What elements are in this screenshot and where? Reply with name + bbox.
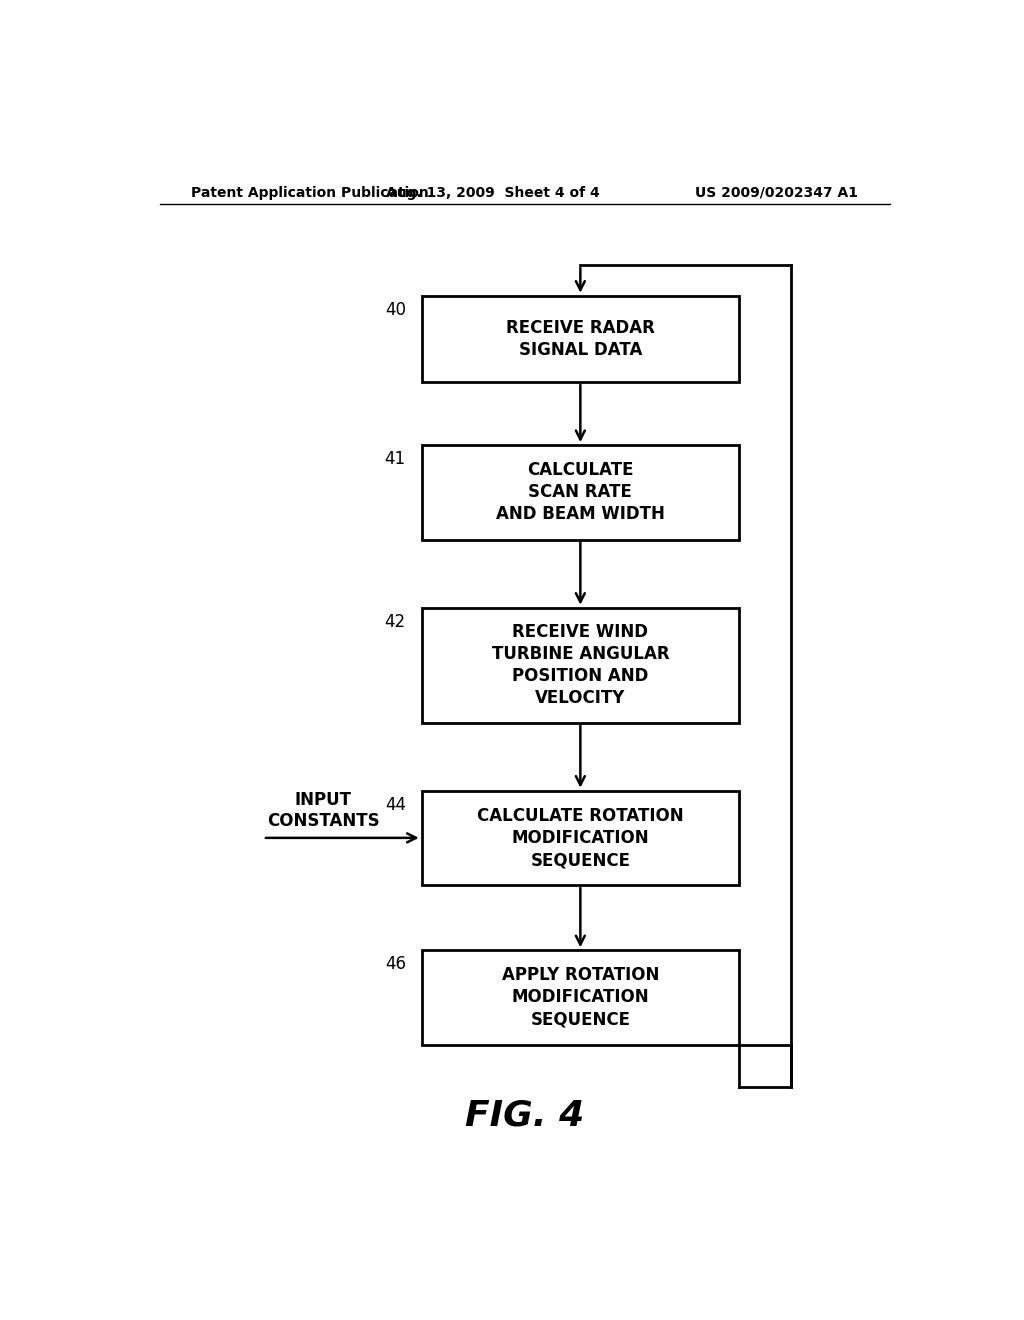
Text: CALCULATE
SCAN RATE
AND BEAM WIDTH: CALCULATE SCAN RATE AND BEAM WIDTH: [496, 461, 665, 524]
Text: 44: 44: [385, 796, 406, 813]
FancyBboxPatch shape: [422, 296, 739, 381]
Text: RECEIVE WIND
TURBINE ANGULAR
POSITION AND
VELOCITY: RECEIVE WIND TURBINE ANGULAR POSITION AN…: [492, 623, 669, 708]
Text: 42: 42: [385, 612, 406, 631]
Text: FIG. 4: FIG. 4: [465, 1098, 585, 1133]
FancyBboxPatch shape: [422, 950, 739, 1044]
Text: 40: 40: [385, 301, 406, 318]
Text: Patent Application Publication: Patent Application Publication: [191, 186, 429, 199]
FancyBboxPatch shape: [422, 445, 739, 540]
FancyBboxPatch shape: [422, 607, 739, 722]
Text: CALCULATE ROTATION
MODIFICATION
SEQUENCE: CALCULATE ROTATION MODIFICATION SEQUENCE: [477, 807, 684, 869]
Text: INPUT
CONSTANTS: INPUT CONSTANTS: [267, 791, 380, 830]
Text: 41: 41: [385, 450, 406, 469]
Text: US 2009/0202347 A1: US 2009/0202347 A1: [695, 186, 858, 199]
Text: Aug. 13, 2009  Sheet 4 of 4: Aug. 13, 2009 Sheet 4 of 4: [386, 186, 600, 199]
Text: RECEIVE RADAR
SIGNAL DATA: RECEIVE RADAR SIGNAL DATA: [506, 318, 654, 359]
Text: 46: 46: [385, 956, 406, 973]
Text: APPLY ROTATION
MODIFICATION
SEQUENCE: APPLY ROTATION MODIFICATION SEQUENCE: [502, 966, 659, 1028]
FancyBboxPatch shape: [422, 791, 739, 886]
